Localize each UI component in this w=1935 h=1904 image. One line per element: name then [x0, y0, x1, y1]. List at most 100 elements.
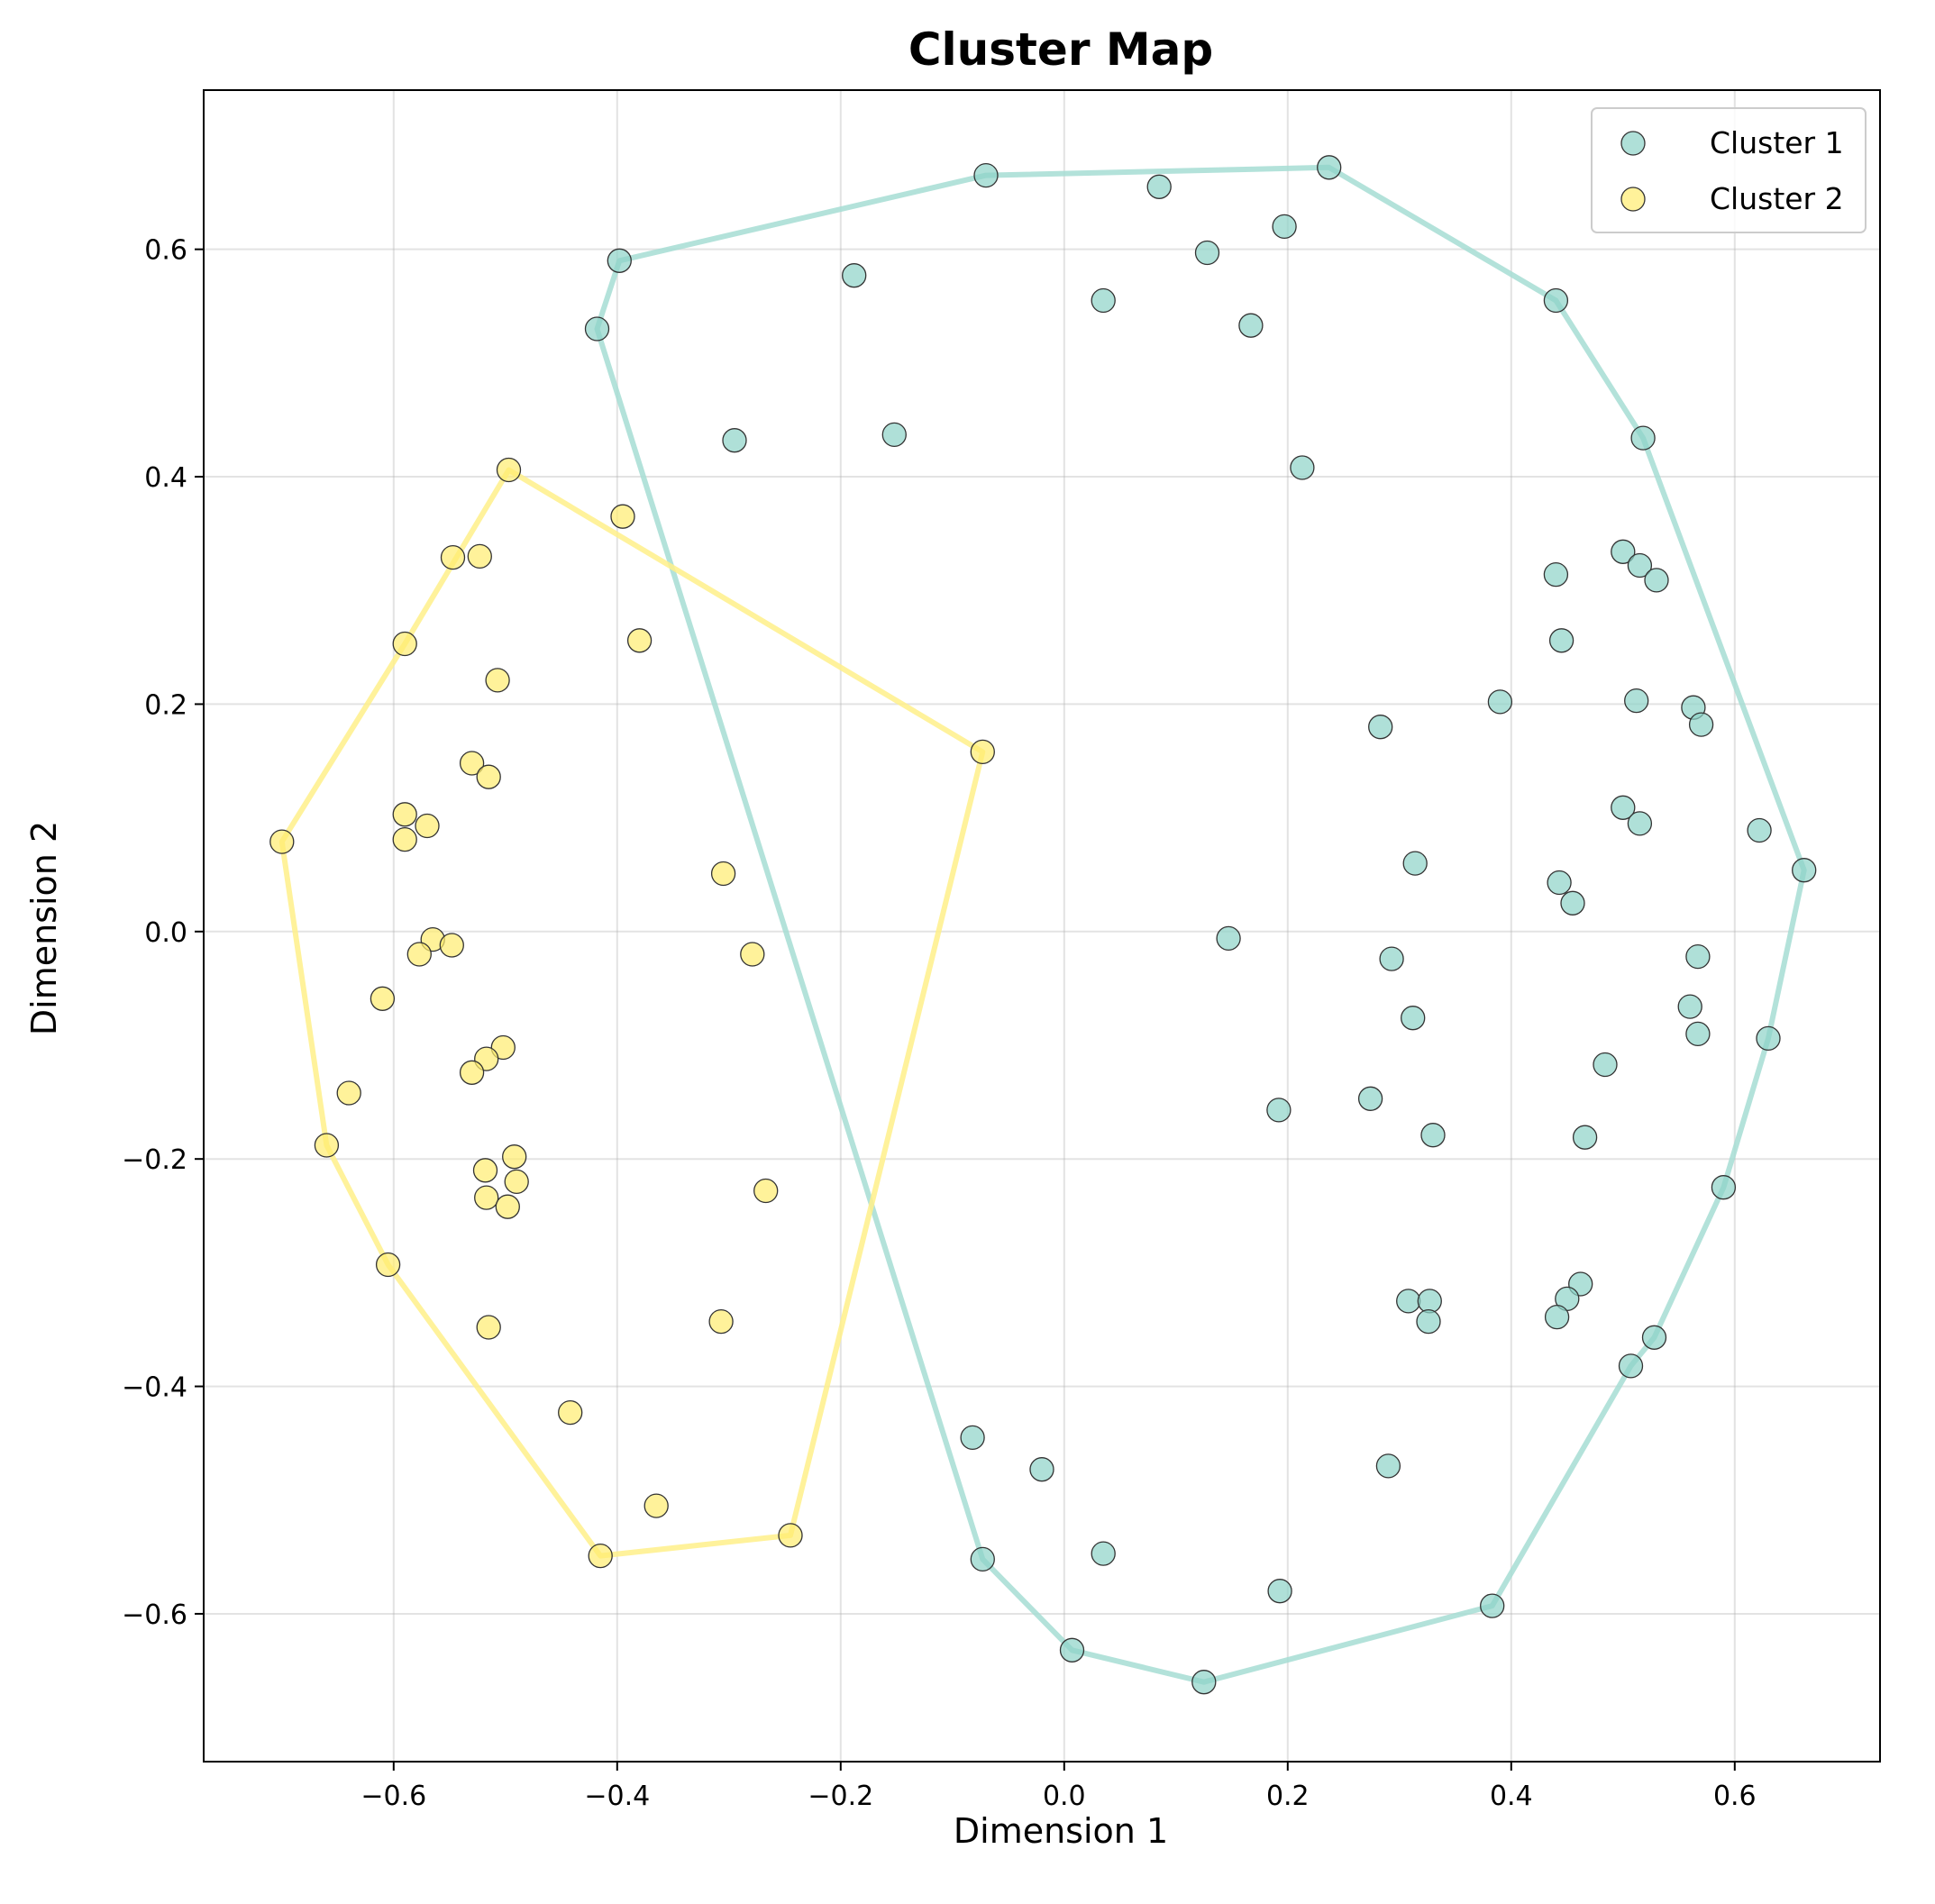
legend-box: [1591, 107, 1867, 233]
point-cluster-1: [1191, 1670, 1217, 1695]
point-cluster-1: [1420, 1123, 1446, 1148]
x-tick-label: 0.4: [1490, 1781, 1533, 1812]
y-tick-label: −0.4: [122, 1372, 187, 1404]
point-cluster-1: [1402, 851, 1428, 876]
point-cluster-1: [1146, 174, 1172, 199]
point-cluster-2: [485, 668, 510, 693]
point-cluster-1: [1543, 287, 1569, 314]
point-cluster-1: [1560, 890, 1585, 916]
point-cluster-2: [558, 1399, 583, 1426]
x-tick-label: −0.4: [584, 1781, 650, 1812]
point-cluster-1: [1644, 568, 1669, 593]
point-cluster-1: [1627, 811, 1653, 836]
point-cluster-2: [643, 1493, 669, 1518]
point-cluster-2: [375, 1252, 401, 1278]
point-cluster-1: [1266, 1098, 1292, 1123]
point-cluster-1: [1618, 1353, 1644, 1379]
point-cluster-1: [584, 316, 610, 342]
point-cluster-1: [842, 263, 867, 288]
point-cluster-1: [1267, 1579, 1292, 1604]
point-cluster-2: [392, 631, 417, 657]
point-cluster-1: [881, 422, 907, 448]
point-cluster-1: [607, 248, 632, 273]
x-tick-label: 0.0: [1043, 1781, 1086, 1812]
point-cluster-2: [472, 1158, 498, 1183]
point-cluster-1: [1624, 688, 1649, 714]
point-cluster-2: [459, 1060, 485, 1085]
point-cluster-1: [1416, 1308, 1441, 1335]
point-cluster-2: [415, 813, 440, 839]
point-cluster-1: [1630, 425, 1656, 451]
y-tick-label: 0.0: [144, 917, 187, 949]
point-cluster-2: [269, 829, 295, 854]
point-cluster-1: [1547, 870, 1572, 896]
point-cluster-1: [960, 1425, 985, 1451]
point-cluster-2: [610, 504, 635, 529]
point-cluster-2: [459, 751, 485, 776]
point-cluster-1: [1396, 1289, 1421, 1314]
legend-label-cluster-1: Cluster 1: [1710, 125, 1844, 160]
point-cluster-2: [778, 1523, 803, 1548]
legend: Cluster 1 Cluster 2: [1591, 107, 1867, 233]
point-cluster-1: [1544, 1304, 1570, 1330]
point-cluster-2: [710, 861, 736, 887]
point-cluster-2: [476, 1315, 501, 1340]
point-cluster-1: [1216, 925, 1241, 952]
legend-marker-cluster-2: [1620, 187, 1646, 212]
point-cluster-1: [722, 428, 747, 453]
legend-label-cluster-2: Cluster 2: [1710, 181, 1844, 216]
point-cluster-2: [740, 942, 765, 967]
point-cluster-2: [495, 1194, 520, 1219]
point-cluster-1: [1685, 943, 1711, 970]
point-cluster-2: [496, 457, 522, 483]
point-cluster-1: [1272, 214, 1297, 240]
point-cluster-1: [1756, 1025, 1781, 1052]
hull-cluster-1: [594, 164, 1807, 1685]
y-tick-label: −0.2: [122, 1144, 187, 1176]
plot-frame: [203, 89, 1881, 1763]
point-cluster-1: [1611, 795, 1636, 820]
point-cluster-1: [1238, 313, 1264, 338]
y-tick-label: 0.6: [144, 235, 187, 267]
point-cluster-2: [474, 1185, 499, 1210]
y-tick-label: −0.6: [122, 1599, 187, 1631]
x-axis-label: Dimension 1: [954, 1811, 1168, 1851]
point-cluster-2: [370, 986, 396, 1011]
y-axis-ticks: −0.6 −0.4 −0.2 0.0 0.2 0.4 0.6: [122, 235, 204, 1631]
y-tick-label: 0.4: [144, 462, 187, 494]
scatter-points: [269, 155, 1817, 1695]
point-cluster-2: [467, 543, 492, 569]
point-cluster-1: [1368, 715, 1393, 740]
point-cluster-1: [1677, 994, 1702, 1019]
point-cluster-2: [626, 628, 653, 653]
x-tick-label: 0.2: [1266, 1781, 1310, 1812]
grid-lines: [204, 90, 1880, 1762]
point-cluster-2: [504, 1169, 529, 1195]
point-cluster-2: [440, 544, 466, 570]
point-cluster-1: [1401, 1006, 1426, 1031]
point-cluster-1: [1747, 817, 1772, 843]
point-cluster-2: [392, 826, 417, 852]
point-cluster-2: [588, 1543, 613, 1569]
y-tick-label: 0.2: [144, 689, 187, 721]
point-cluster-2: [970, 739, 995, 765]
point-cluster-1: [1480, 1593, 1505, 1618]
point-cluster-1: [1593, 1052, 1618, 1078]
point-cluster-1: [1685, 1021, 1711, 1047]
point-cluster-1: [1548, 628, 1574, 653]
point-cluster-1: [1711, 1175, 1737, 1200]
x-axis-ticks: −0.6 −0.4 −0.2 0.0 0.2 0.4 0.6: [361, 1762, 1757, 1812]
point-cluster-2: [392, 802, 417, 827]
point-cluster-1: [1379, 946, 1404, 971]
point-cluster-1: [1059, 1637, 1085, 1663]
point-cluster-1: [1487, 689, 1513, 715]
point-cluster-1: [970, 1546, 995, 1572]
chart-title: Cluster Map: [908, 23, 1213, 76]
point-cluster-2: [314, 1133, 340, 1158]
point-cluster-1: [1357, 1086, 1383, 1111]
point-cluster-1: [1317, 155, 1342, 180]
legend-marker-cluster-1: [1620, 131, 1646, 156]
point-cluster-2: [336, 1080, 361, 1106]
